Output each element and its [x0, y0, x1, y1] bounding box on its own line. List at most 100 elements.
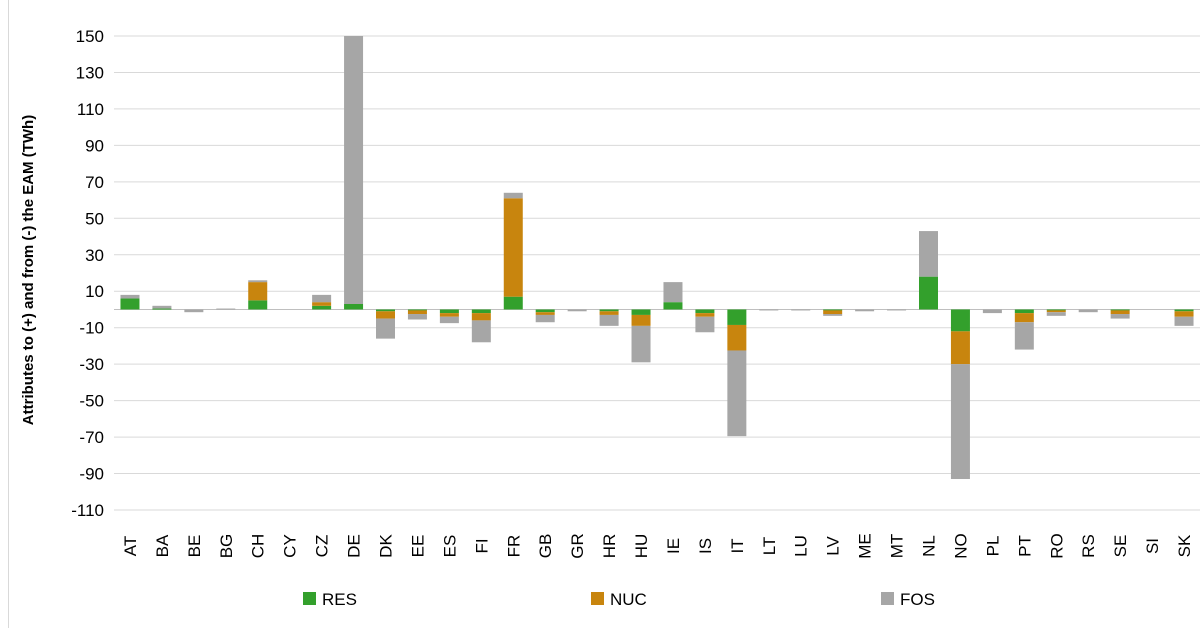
- bar-res-pt: [1014, 309, 1034, 314]
- x-tick-label: AT: [121, 536, 140, 556]
- x-tick-label: HU: [632, 534, 651, 559]
- x-tick-label: SK: [1175, 534, 1194, 557]
- bar-res-se: [1110, 309, 1130, 311]
- legend-label-res: RES: [322, 590, 357, 609]
- bar-res-lv: [823, 309, 843, 311]
- y-tick-label: 110: [77, 100, 104, 119]
- y-tick-label: -50: [79, 392, 104, 411]
- x-tick-label: HR: [600, 534, 619, 559]
- bar-fos-hr: [599, 314, 619, 326]
- bar-res-no: [950, 309, 970, 332]
- bar-fos-cz: [312, 294, 332, 303]
- y-tick-label: -70: [79, 428, 104, 447]
- bar-fos-be: [184, 309, 204, 313]
- x-tick-label: GB: [536, 534, 555, 559]
- bar-nuc-ch: [248, 282, 268, 301]
- bar-fos-bg: [216, 308, 236, 310]
- x-tick-label: IS: [696, 538, 715, 554]
- figure-left-border: [8, 0, 9, 628]
- x-tick-label: IE: [664, 538, 683, 554]
- bar-nuc-hu: [631, 314, 651, 326]
- bar-fos-pl: [982, 309, 1002, 314]
- x-tick-label: SE: [1111, 535, 1130, 558]
- legend-label-fos: FOS: [900, 590, 935, 609]
- y-tick-label: 70: [85, 173, 104, 192]
- bar-fos-lt: [759, 309, 779, 311]
- x-tick-label: DE: [345, 534, 364, 558]
- bar-res-nl: [919, 276, 938, 310]
- x-tick-label: BG: [217, 534, 236, 559]
- x-tick-label: FI: [472, 538, 491, 553]
- x-tick-label: PT: [1015, 535, 1034, 557]
- bar-fos-is: [695, 316, 715, 333]
- bar-res-dk: [376, 309, 395, 312]
- bar-fos-ee: [407, 314, 427, 320]
- bar-res-ee: [407, 309, 427, 311]
- x-tick-label: LU: [792, 535, 811, 557]
- x-tick-label: GR: [568, 533, 587, 559]
- bar-res-is: [695, 309, 715, 314]
- bar-fos-gb: [535, 314, 555, 323]
- x-tick-label: CZ: [313, 535, 332, 558]
- x-tick-label: IT: [728, 538, 747, 553]
- legend-swatch-fos: [881, 592, 894, 605]
- bar-res-hr: [599, 309, 619, 312]
- x-tick-label: DK: [377, 534, 396, 558]
- gridlines: [114, 35, 1200, 511]
- bar-nuc-gb: [535, 312, 555, 315]
- bar-res-it: [727, 309, 747, 325]
- bar-fos-ch: [248, 280, 268, 283]
- bar-fos-me: [855, 309, 875, 312]
- bar-res-fr: [503, 296, 523, 310]
- x-tick-label: RO: [1047, 533, 1066, 559]
- y-tick-label: 30: [85, 246, 104, 265]
- bar-fos-de: [344, 36, 364, 304]
- bar-nuc-ee: [407, 310, 427, 315]
- bar-nuc-ro: [1046, 310, 1066, 313]
- bar-nuc-sk: [1174, 311, 1194, 317]
- y-tick-label: -90: [79, 465, 104, 484]
- y-tick-label: 150: [76, 27, 104, 46]
- bar-nuc-hr: [599, 311, 619, 315]
- bar-nuc-lv: [823, 310, 843, 315]
- bar-nuc-cz: [312, 302, 332, 306]
- bar-res-ch: [248, 300, 268, 310]
- x-tick-label: NO: [951, 533, 970, 559]
- bar-res-at: [120, 298, 140, 310]
- y-tick-label: 90: [85, 136, 104, 155]
- x-tick-label: RS: [1079, 534, 1098, 558]
- x-tick-label: NL: [920, 535, 939, 557]
- y-tick-label: -110: [71, 501, 104, 520]
- legend-label-nuc: NUC: [610, 590, 647, 609]
- y-tick-labels: 150 130 110 90 70 50 30 10 -10 -30 -50 -70 -90 -110: [71, 27, 104, 520]
- y-tick-label: 130: [76, 63, 104, 82]
- x-tick-label: MT: [888, 534, 907, 559]
- bar-fos-pt: [1014, 322, 1034, 350]
- bar-fos-hu: [631, 325, 651, 363]
- y-tick-label: -30: [79, 355, 104, 374]
- bar-res-hu: [631, 309, 651, 315]
- bar-fos-nl: [919, 231, 938, 277]
- bar-fos-ie: [663, 282, 683, 303]
- bar-nuc-dk: [376, 311, 395, 319]
- x-tick-label: ES: [440, 535, 459, 558]
- bar-nuc-fi: [471, 313, 491, 321]
- x-tick-labels: AT BA BE BG CH CY CZ DE DK EE ES FI FR GB GR HR HU IE IS IT…: [121, 533, 1194, 559]
- bar-nuc-pt: [1014, 313, 1034, 323]
- x-tick-label: EE: [408, 535, 427, 558]
- bar-fos-fi: [471, 320, 491, 343]
- bar-fos-at: [120, 294, 140, 299]
- bar-fos-sk: [1174, 316, 1194, 326]
- bar-nuc-es: [439, 313, 459, 317]
- bar-res-cz: [312, 305, 332, 310]
- bar-res-sk: [1174, 309, 1194, 312]
- bar-fos-no: [950, 364, 970, 480]
- x-tick-label: LT: [760, 537, 779, 556]
- bar-fos-mt: [887, 309, 907, 311]
- x-tick-label: BE: [185, 535, 204, 558]
- x-tick-label: SI: [1143, 538, 1162, 554]
- bar-fos-es: [439, 316, 459, 324]
- bar-fos-lu: [791, 309, 811, 311]
- legend: RES NUC FOS: [303, 590, 935, 609]
- bar-fos-ro: [1046, 312, 1066, 316]
